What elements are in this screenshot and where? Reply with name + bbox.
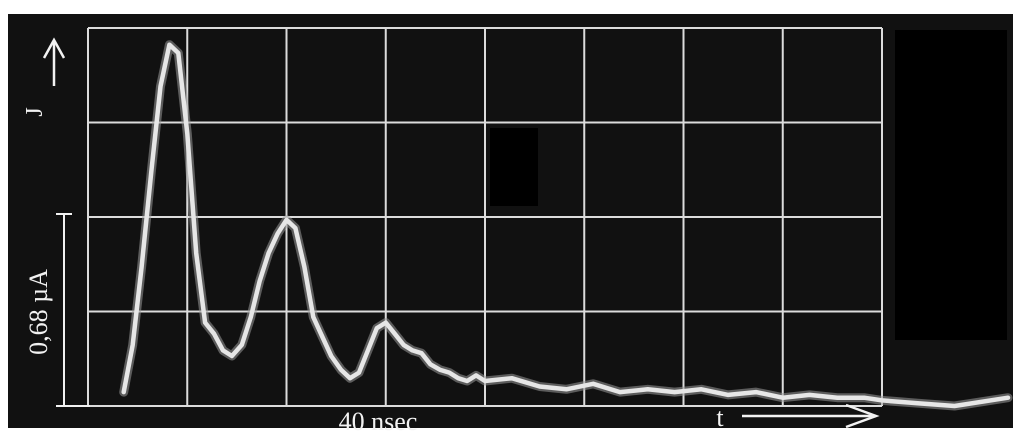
screen-dark-patch-small [490,128,538,206]
x-axis-label: t [716,403,724,432]
screen-background [8,14,1013,428]
grid [87,27,883,407]
screen-dark-patch [895,30,1007,340]
y-axis-label: J [22,107,48,116]
x-scale-label: 40 nsec [339,407,418,432]
axis-marks [42,37,880,429]
y-arrow-head [42,37,66,59]
trace-group [119,40,1013,411]
trace-line [121,42,1011,409]
x-arrow-head [845,403,880,429]
y-scale-label: 0,68 µA [24,269,53,355]
